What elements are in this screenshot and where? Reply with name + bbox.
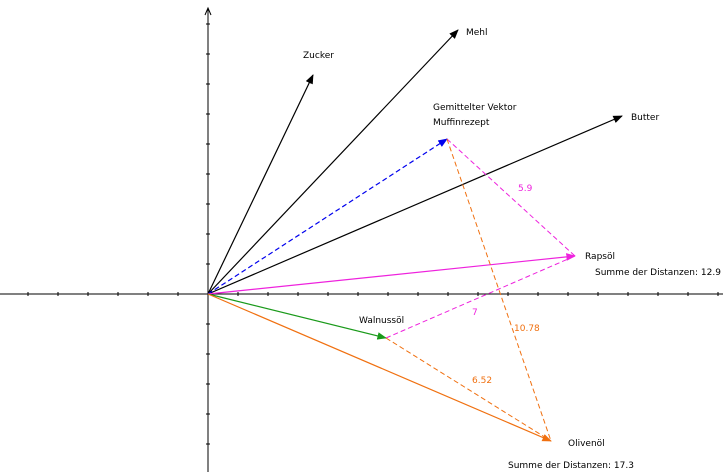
- y-axis-arrow-icon: [204, 6, 212, 16]
- olivenoel-vector: [207, 293, 552, 442]
- distance-label-walnussoel-olivenoel: 6.52: [472, 376, 492, 386]
- distance-label-mean-olivenoel: 10.78: [514, 324, 540, 334]
- distance-line-mean-rapsoel: [446, 138, 576, 257]
- butter-vector: [207, 115, 623, 295]
- walnussoel-vector: [207, 293, 387, 340]
- axes: [0, 6, 723, 472]
- label-mean-line2: Muffinrezept: [433, 118, 490, 128]
- distance-label-mean-rapsoel: 5.9: [518, 184, 533, 194]
- distance-line-mean-olivenoel: [446, 138, 552, 442]
- sum-label-rapsoel: Summe der Distanzen: 12.9: [595, 268, 721, 278]
- distance-label-walnussoel-rapsoel: 7: [472, 308, 478, 318]
- label-olivenoel: Olivenöl: [568, 439, 605, 449]
- label-walnussoel: Walnussöl: [359, 316, 404, 326]
- label-rapsoel: Rapsöl: [585, 252, 615, 262]
- label-butter: Butter: [631, 113, 659, 123]
- distance-line-walnussoel-rapsoel: [385, 255, 576, 339]
- rapsoel-vector: [207, 253, 576, 295]
- axis-ticks: [27, 23, 719, 445]
- mehl-vector: [207, 29, 459, 295]
- label-mehl: Mehl: [466, 28, 488, 38]
- label-zucker: Zucker: [303, 51, 334, 61]
- label-mean-line1: Gemittelter Vektor: [433, 103, 517, 113]
- sum-label-olivenoel: Summe der Distanzen: 17.3: [508, 461, 634, 471]
- distance-line-walnussoel-olivenoel: [385, 337, 552, 442]
- mean-vector: [207, 138, 448, 295]
- zucker-vector: [207, 74, 314, 295]
